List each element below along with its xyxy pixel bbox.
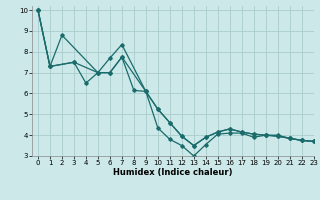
X-axis label: Humidex (Indice chaleur): Humidex (Indice chaleur)	[113, 168, 233, 177]
